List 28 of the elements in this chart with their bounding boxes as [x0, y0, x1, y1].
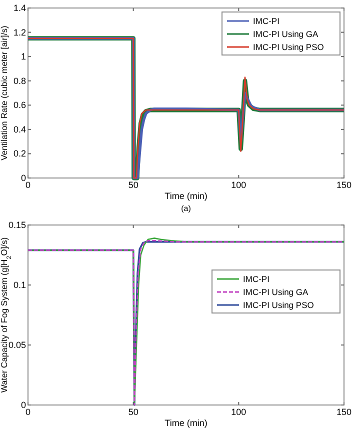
x-tick-label: 150: [336, 407, 352, 417]
legend-label: IMC-PI Using PSO: [253, 42, 324, 52]
legend-label: IMC-PI Using PSO: [243, 300, 314, 310]
legend-label: IMC-PI Using GA: [243, 287, 309, 297]
y-tick-label: 1: [20, 52, 26, 62]
y-tick-label: 0: [20, 400, 26, 410]
x-tick-label: 50: [128, 407, 138, 417]
y-tick-label: 0.8: [13, 76, 26, 86]
y-tick-label: 0.05: [8, 340, 26, 350]
x-axis-title: Time (min): [164, 191, 208, 201]
x-axis-title: Time (min): [164, 418, 208, 428]
x-tick-label: 50: [128, 180, 138, 190]
y-tick-label: 0.2: [13, 148, 26, 159]
y-tick-label: 0.1: [13, 280, 26, 290]
y-tick-label: 0: [20, 173, 26, 183]
legend-label: IMC-PI: [253, 16, 280, 26]
text: (a): [181, 204, 192, 213]
y-tick-label: 0.15: [8, 220, 26, 230]
y-tick-label: 1.2: [13, 27, 26, 38]
y-tick-label: 1.4: [13, 3, 26, 13]
y-tick-label: 0.4: [13, 124, 26, 134]
x-tick-label: 100: [231, 180, 246, 190]
y-axis-title: Ventilation Rate (cubic meter [air]/s): [0, 26, 9, 160]
legend-label: IMC-PI: [243, 274, 270, 284]
x-tick-label: 100: [231, 407, 246, 417]
x-tick-label: 150: [336, 180, 352, 190]
y-tick-label: 0.6: [13, 100, 26, 110]
legend-label: IMC-PI Using GA: [253, 29, 319, 39]
